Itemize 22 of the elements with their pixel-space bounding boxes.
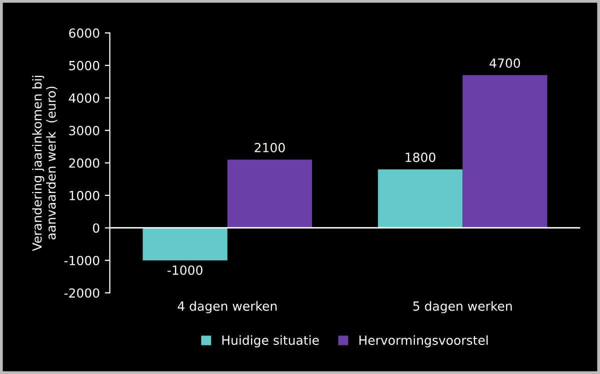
x-tick-label: 5 dagen werken: [413, 301, 512, 314]
bar: [462, 75, 548, 228]
bar: [378, 169, 463, 228]
y-tick-label: 4000: [68, 93, 100, 103]
y-tick-label: -1000: [64, 256, 100, 266]
data-label: 4700: [490, 58, 520, 68]
y-tick-label: 5000: [69, 60, 100, 70]
y-tick-label: 1000: [70, 190, 100, 200]
y-tick-label: -2000: [64, 288, 100, 298]
y-tick-label: 3000: [69, 126, 100, 136]
data-label: -1000: [168, 265, 202, 275]
legend-label: Huidige situatie: [222, 335, 319, 348]
x-tick-label: 4 dagen werken: [178, 301, 277, 314]
bar: [142, 228, 228, 260]
legend-label: Hervormingsvoorstel: [359, 335, 488, 348]
y-tick-label: 0: [92, 223, 100, 233]
y-tick-label: 6000: [69, 28, 100, 38]
y-tick-label: 2000: [69, 158, 100, 168]
data-label: 1800: [406, 152, 436, 162]
y-axis-title: Verandering jaarinkomen bij aanvaarden werk (euro): [32, 76, 58, 252]
data-label: 2100: [254, 142, 285, 152]
bar: [227, 160, 312, 228]
